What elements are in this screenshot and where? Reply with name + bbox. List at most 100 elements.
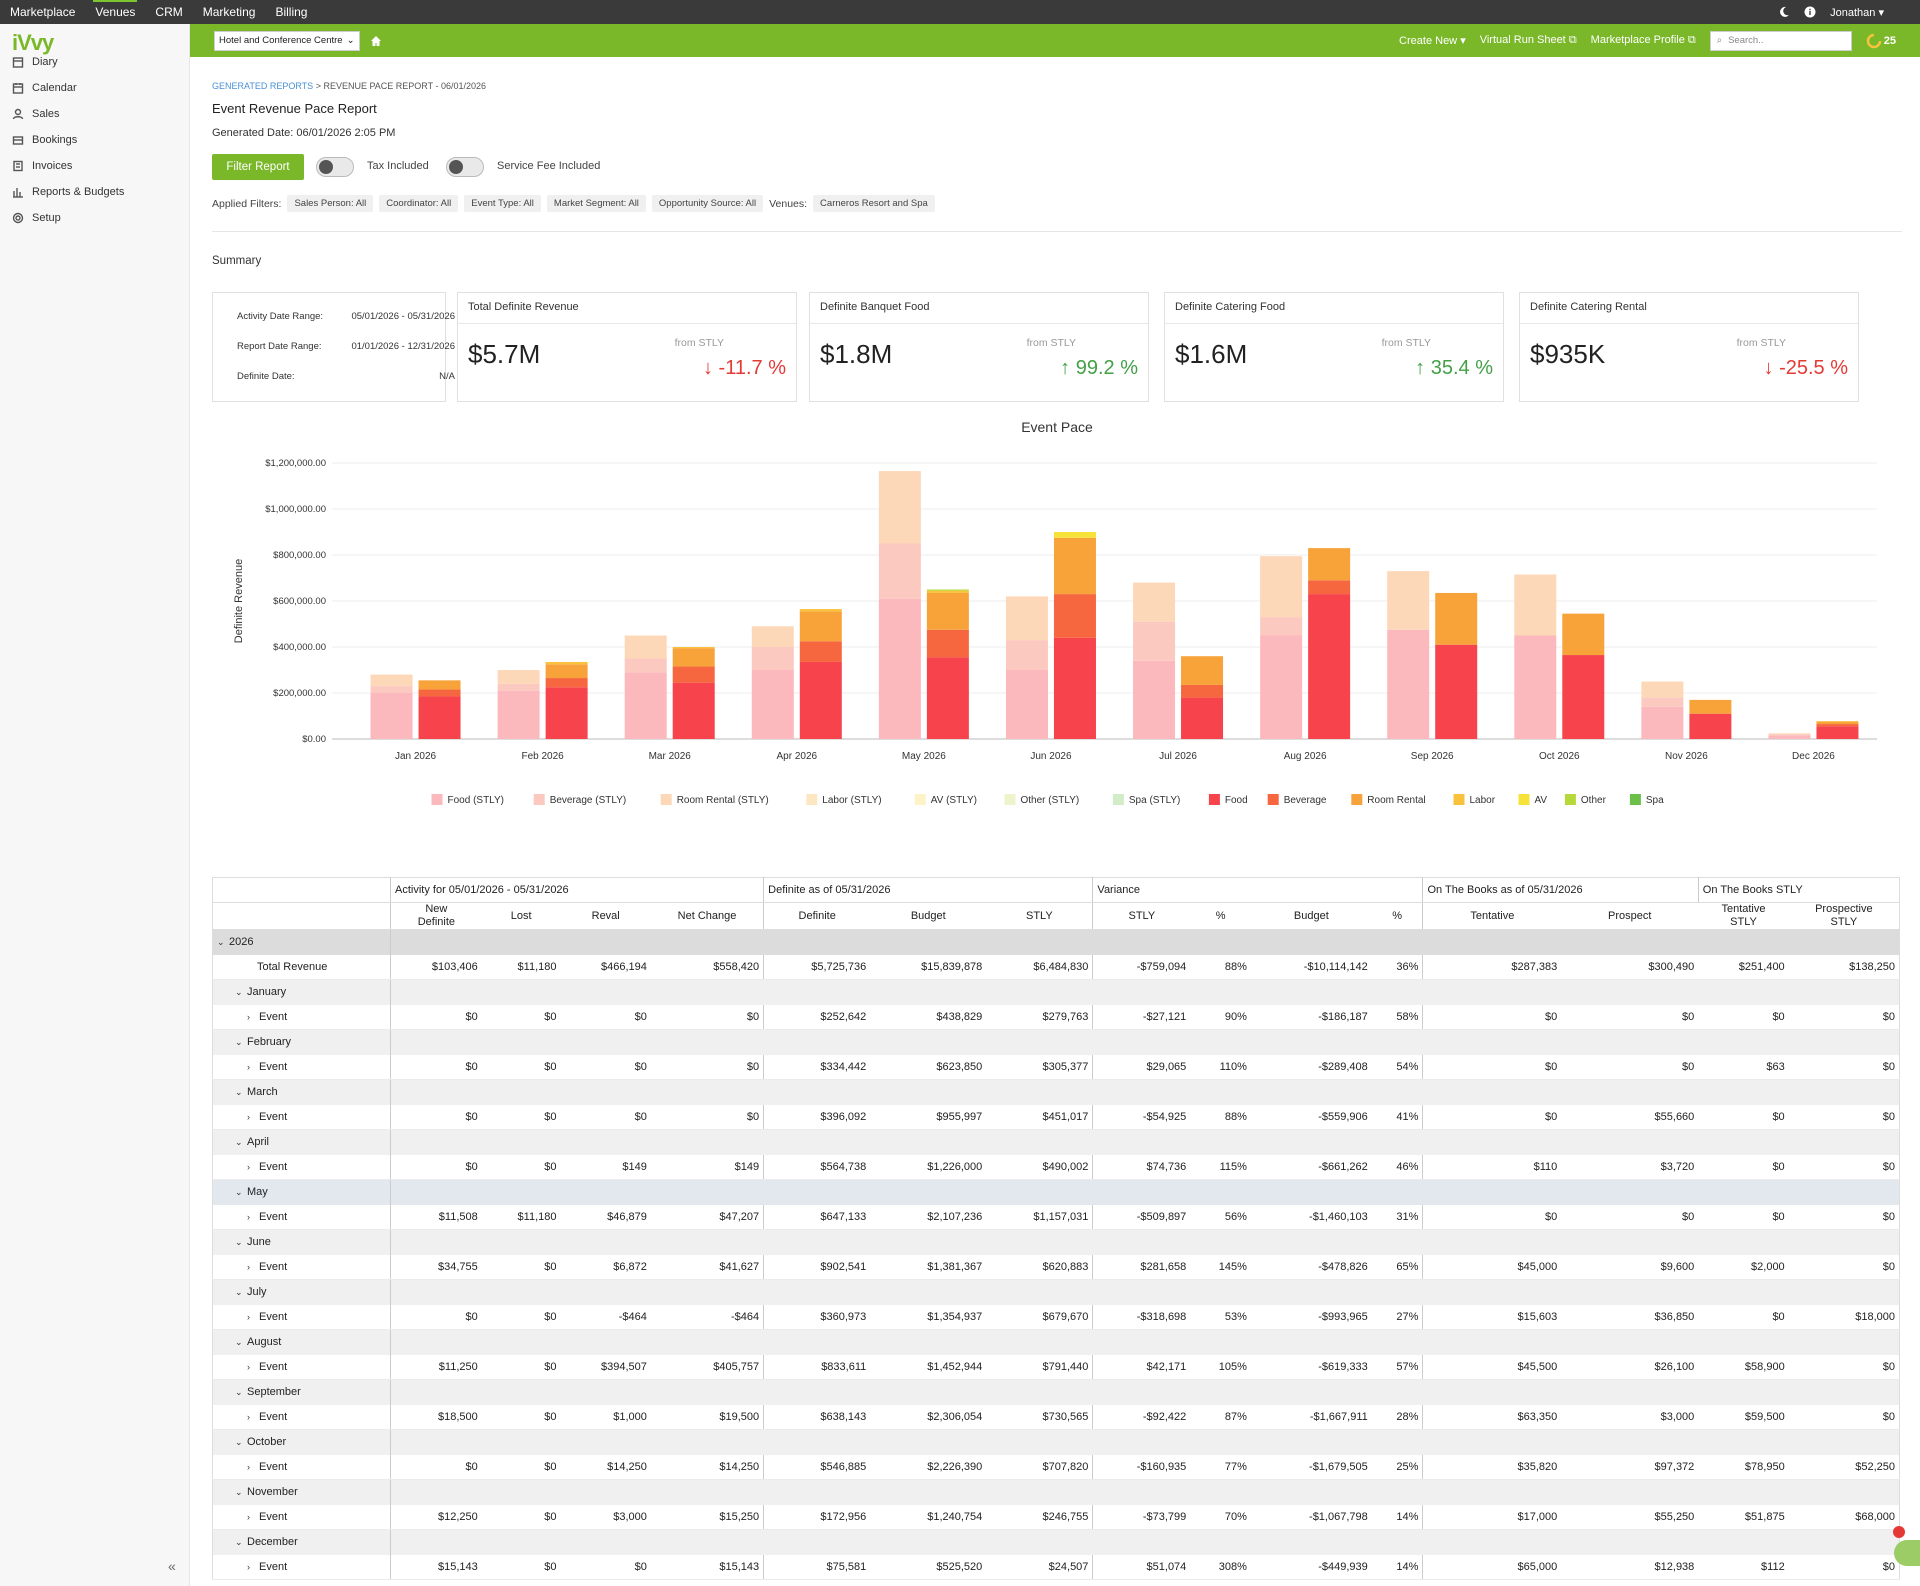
bar-def-room-rental[interactable]: [1435, 592, 1478, 645]
sidebar-item-calendar[interactable]: Calendar: [12, 78, 182, 98]
bar-stly-room-rental-stly[interactable]: [1260, 556, 1303, 618]
column-header[interactable]: %: [1371, 902, 1424, 930]
column-header[interactable]: Net Change: [650, 902, 765, 930]
bar-stly-food-stly[interactable]: [751, 670, 794, 739]
column-header[interactable]: STLY: [1092, 902, 1191, 930]
column-header[interactable]: Definite: [763, 902, 871, 930]
chevron-down-icon[interactable]: ⌄: [235, 1387, 243, 1398]
chevron-down-icon[interactable]: ⌄: [235, 1237, 243, 1248]
chevron-down-icon[interactable]: ⌄: [235, 1537, 243, 1548]
column-header[interactable]: Reval: [560, 902, 651, 930]
column-header[interactable]: Prospect: [1561, 902, 1699, 930]
chevron-right-icon[interactable]: ›: [247, 1361, 250, 1372]
bar-stly-beverage-stly[interactable]: [1133, 621, 1176, 661]
bar-stly-food-stly[interactable]: [878, 598, 921, 739]
topnav-billing[interactable]: Billing: [275, 5, 308, 19]
chevron-right-icon[interactable]: ›: [247, 1061, 250, 1072]
bar-def-labor[interactable]: [926, 590, 969, 593]
column-header[interactable]: Budget: [870, 902, 987, 930]
legend-label[interactable]: Other (STLY): [1021, 795, 1080, 806]
bar-stly-food-stly[interactable]: [1133, 660, 1176, 739]
bar-stly-food-stly[interactable]: [370, 693, 413, 739]
chevron-down-icon[interactable]: ⌄: [235, 1037, 243, 1048]
month-row[interactable]: ⌄ December: [212, 1529, 1900, 1555]
bar-stly-beverage-stly[interactable]: [751, 647, 794, 670]
collapse-sidebar-button[interactable]: «: [168, 1558, 176, 1574]
bar-stly-food-stly[interactable]: [624, 672, 667, 739]
bar-stly-room-rental-stly[interactable]: [1133, 582, 1176, 622]
bar-def-beverage[interactable]: [672, 666, 715, 683]
bar-stly-beverage-stly[interactable]: [370, 686, 413, 693]
bar-def-room-rental[interactable]: [1181, 656, 1224, 685]
bar-def-beverage[interactable]: [1816, 724, 1859, 727]
bar-def-room-rental[interactable]: [799, 611, 842, 642]
legend-label[interactable]: Room Rental (STLY): [677, 795, 769, 806]
bar-def-food[interactable]: [1181, 697, 1224, 739]
chevron-right-icon[interactable]: ›: [247, 1461, 250, 1472]
bar-def-beverage[interactable]: [545, 678, 588, 688]
legend-label[interactable]: Room Rental: [1367, 795, 1425, 806]
bar-def-food[interactable]: [1435, 644, 1478, 739]
column-header[interactable]: Budget: [1250, 902, 1372, 930]
bar-def-other[interactable]: [926, 589, 969, 591]
chevron-right-icon[interactable]: ›: [247, 1011, 250, 1022]
bar-def-room-rental[interactable]: [1562, 613, 1605, 656]
chevron-right-icon[interactable]: ›: [247, 1211, 250, 1222]
topnav-marketing[interactable]: Marketing: [202, 5, 256, 19]
help-widget-button[interactable]: [1894, 1540, 1920, 1566]
bar-stly-room-rental-stly[interactable]: [497, 670, 540, 684]
sidebar-item-sales[interactable]: Sales: [12, 104, 182, 124]
chevron-right-icon[interactable]: ›: [247, 1511, 250, 1522]
bar-def-food[interactable]: [1689, 713, 1732, 739]
virtual-run-sheet-link[interactable]: Virtual Run Sheet ⧉: [1480, 34, 1577, 47]
bar-def-room-rental[interactable]: [1689, 699, 1732, 714]
bar-stly-food-stly[interactable]: [1260, 635, 1303, 740]
bar-stly-room-rental-stly[interactable]: [370, 674, 413, 687]
bar-def-food[interactable]: [545, 687, 588, 739]
bar-def-beverage[interactable]: [418, 689, 461, 697]
bar-stly-beverage-stly[interactable]: [624, 658, 667, 673]
month-row[interactable]: ⌄ March: [212, 1079, 1900, 1105]
legend-label[interactable]: Food: [1225, 795, 1248, 806]
chevron-down-icon[interactable]: ⌄: [235, 1187, 243, 1198]
bar-stly-room-rental-stly[interactable]: [1514, 574, 1557, 636]
bar-stly-food-stly[interactable]: [1768, 735, 1811, 739]
column-header[interactable]: Lost: [481, 902, 561, 930]
column-header[interactable]: %: [1190, 902, 1251, 930]
bar-stly-beverage-stly[interactable]: [1768, 734, 1811, 736]
month-row[interactable]: ⌄ July: [212, 1279, 1900, 1305]
bar-stly-food-stly[interactable]: [1641, 706, 1684, 739]
bar-stly-room-rental-stly[interactable]: [751, 626, 794, 647]
bar-stly-food-stly[interactable]: [1005, 670, 1048, 739]
chevron-down-icon[interactable]: ⌄: [235, 1287, 243, 1298]
bar-def-beverage[interactable]: [1308, 580, 1351, 595]
column-header[interactable]: Tentative: [1422, 902, 1562, 930]
bar-stly-room-rental-stly[interactable]: [1768, 733, 1811, 735]
legend-label[interactable]: AV (STLY): [931, 795, 977, 806]
topnav-venues[interactable]: Venues: [85, 0, 145, 24]
chevron-right-icon[interactable]: ›: [247, 1561, 250, 1572]
legend-label[interactable]: Food (STLY): [448, 795, 505, 806]
month-row[interactable]: ⌄ September: [212, 1379, 1900, 1405]
bar-def-room-rental[interactable]: [926, 592, 969, 630]
month-row[interactable]: ⌄ April: [212, 1129, 1900, 1155]
bar-stly-beverage-stly[interactable]: [1641, 697, 1684, 707]
column-header[interactable]: Prospective STLY: [1788, 902, 1900, 930]
bar-def-room-rental[interactable]: [418, 680, 461, 690]
user-menu[interactable]: Jonathan ▾: [1830, 6, 1884, 19]
bar-def-food[interactable]: [1562, 655, 1605, 739]
create-new-menu[interactable]: Create New ▾: [1399, 34, 1466, 47]
chevron-right-icon[interactable]: ›: [247, 1261, 250, 1272]
month-row[interactable]: ⌄ November: [212, 1479, 1900, 1505]
bar-def-room-rental[interactable]: [1053, 537, 1096, 595]
column-header[interactable]: New Definite: [390, 902, 482, 930]
chevron-down-icon[interactable]: ⌄: [235, 1337, 243, 1348]
home-icon[interactable]: [370, 35, 382, 47]
legend-label[interactable]: Spa (STLY): [1129, 795, 1181, 806]
info-icon[interactable]: [1804, 6, 1816, 18]
bar-stly-food-stly[interactable]: [1514, 635, 1557, 740]
sidebar-item-bookings[interactable]: Bookings: [12, 130, 182, 150]
sidebar-item-reports-budgets[interactable]: Reports & Budgets: [12, 182, 182, 202]
sidebar-item-invoices[interactable]: Invoices: [12, 156, 182, 176]
chevron-down-icon[interactable]: ⌄: [217, 937, 225, 948]
